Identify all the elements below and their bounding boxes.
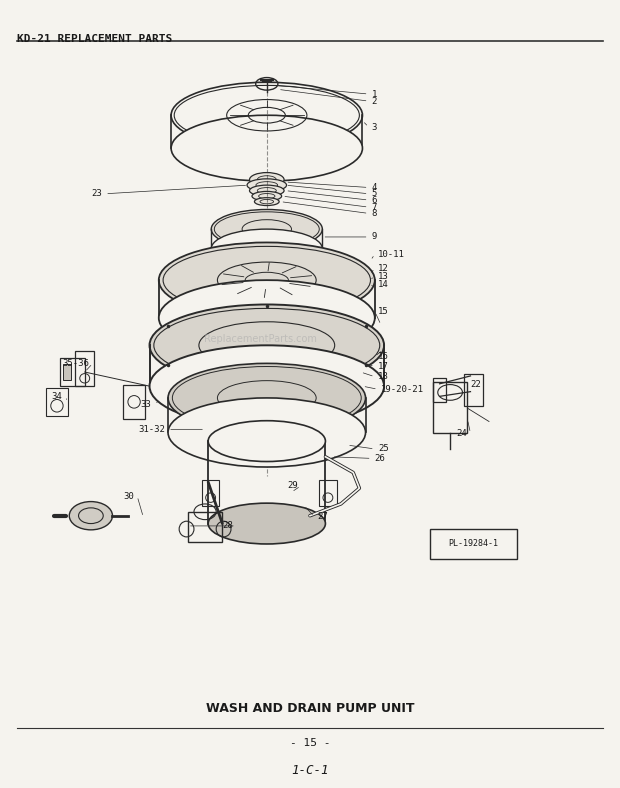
Ellipse shape [149,304,384,386]
Text: 28: 28 [222,522,233,530]
Bar [63,364,71,380]
Ellipse shape [249,173,284,187]
Bar [202,481,219,505]
Text: 19-20-21: 19-20-21 [381,385,424,394]
Text: ReplacementParts.com: ReplacementParts.com [204,334,317,344]
Text: 9: 9 [372,232,377,241]
Text: 5: 5 [372,189,377,199]
Text: 4: 4 [372,183,377,192]
Ellipse shape [208,504,326,544]
Ellipse shape [252,191,281,201]
Ellipse shape [211,210,322,249]
Bar [46,388,68,416]
Text: 12: 12 [378,264,389,273]
Text: 6: 6 [372,195,377,205]
Text: 16: 16 [378,351,389,361]
Bar [464,374,483,406]
Ellipse shape [171,115,363,181]
Bar [433,378,446,402]
Text: 2: 2 [372,97,377,106]
Ellipse shape [249,185,284,196]
Bar [188,511,223,541]
Text: WASH AND DRAIN PUMP UNIT: WASH AND DRAIN PUMP UNIT [206,701,414,715]
Text: 17: 17 [378,362,389,371]
Ellipse shape [254,198,279,206]
Bar [76,351,94,386]
Ellipse shape [168,398,366,467]
Text: 27: 27 [317,512,328,521]
Text: 35-36: 35-36 [63,359,90,368]
Text: 15: 15 [378,307,389,316]
Text: 1: 1 [372,90,377,98]
Ellipse shape [168,363,366,433]
Text: 23: 23 [91,189,102,199]
Text: 30: 30 [123,492,134,500]
Ellipse shape [159,243,375,318]
Ellipse shape [208,421,326,462]
Bar [123,385,145,419]
Bar [319,481,337,505]
Bar [60,358,85,386]
Text: 29: 29 [287,481,298,490]
Text: 31-32: 31-32 [138,425,165,434]
Text: PL-19284-1: PL-19284-1 [448,540,498,548]
Text: 8: 8 [372,209,377,218]
Ellipse shape [69,502,112,530]
Ellipse shape [247,179,286,191]
FancyBboxPatch shape [430,529,516,559]
Text: 3: 3 [372,122,377,132]
Text: 10-11: 10-11 [378,250,405,258]
Ellipse shape [211,229,322,269]
Ellipse shape [159,281,375,355]
Text: 25: 25 [378,444,389,453]
Text: 1-C-1: 1-C-1 [291,764,329,778]
Text: 24: 24 [457,429,467,438]
Text: - 15 -: - 15 - [290,738,330,749]
Text: 7: 7 [372,203,377,212]
Bar [433,382,467,433]
Text: 13: 13 [378,272,389,281]
Text: 22: 22 [471,380,481,389]
Text: 14: 14 [378,280,389,288]
Text: 34: 34 [51,392,62,401]
Text: 26: 26 [375,454,386,463]
Text: KD-21 REPLACEMENT PARTS: KD-21 REPLACEMENT PARTS [17,35,172,44]
Ellipse shape [149,345,384,427]
Text: 33: 33 [141,400,151,409]
Text: 18: 18 [378,372,389,381]
